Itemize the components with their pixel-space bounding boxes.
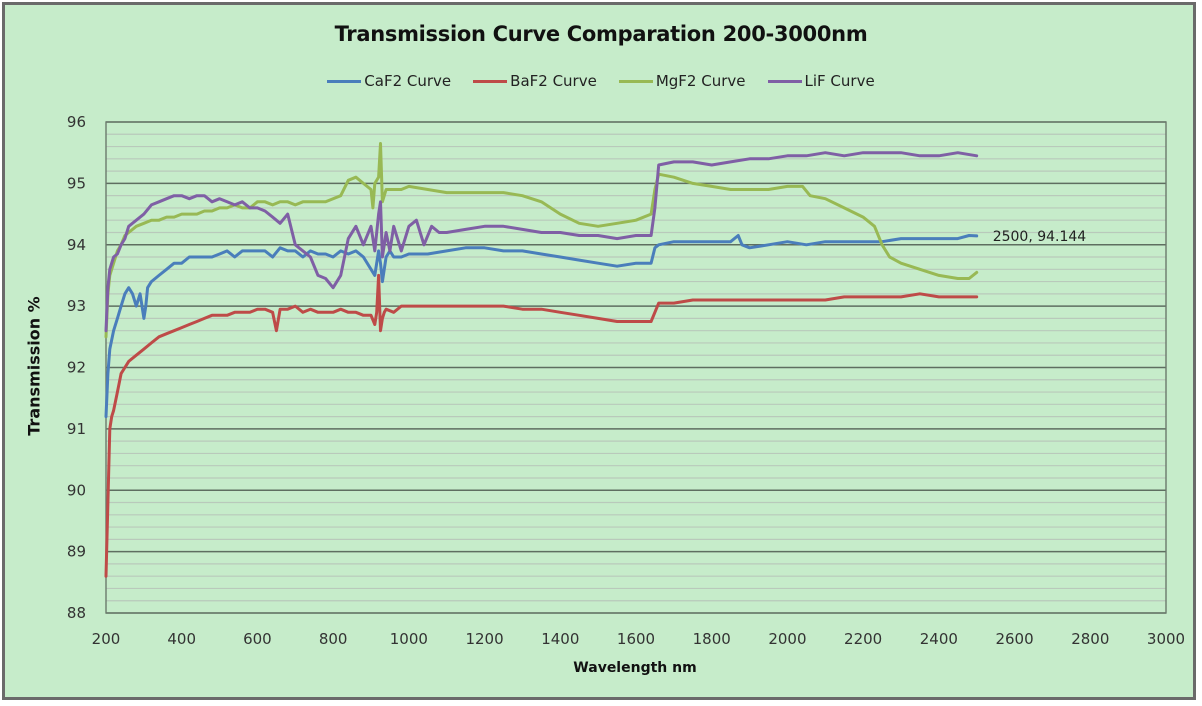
y-tick-label: 88 — [67, 604, 86, 622]
x-tick-label: 3000 — [1147, 630, 1185, 648]
plot-border — [105, 121, 1167, 614]
y-tick-label: 90 — [67, 481, 86, 499]
legend-swatch — [473, 79, 508, 83]
y-tick-label: 89 — [67, 543, 86, 561]
y-tick-label: 94 — [67, 236, 86, 254]
legend-item: MgF2 Curve — [618, 72, 746, 90]
x-tick-label: 200 — [92, 630, 121, 648]
x-axis-label: Wavelength nm — [573, 660, 697, 676]
y-tick-label: 96 — [67, 113, 86, 131]
x-tick-label: 800 — [319, 630, 348, 648]
legend-swatch — [618, 79, 653, 83]
legend-label: LiF Curve — [804, 72, 875, 90]
x-tick-label: 1800 — [693, 630, 731, 648]
x-tick-label: 1600 — [617, 630, 655, 648]
x-tick-label: 2400 — [920, 630, 958, 648]
x-tick-label: 2800 — [1071, 630, 1109, 648]
series-line-caf2 — [104, 234, 979, 419]
y-tick-label: 92 — [67, 359, 86, 377]
legend-swatch — [767, 79, 802, 83]
legend-label: BaF2 Curve — [510, 72, 597, 90]
y-tick-label: 91 — [67, 420, 86, 438]
y-tick-label: 93 — [67, 297, 86, 315]
x-tick-label: 2000 — [768, 630, 806, 648]
legend-swatch — [327, 79, 362, 83]
chart-title: Transmission Curve Comparation 200-3000n… — [334, 22, 868, 46]
legend-label: MgF2 Curve — [655, 72, 746, 90]
legend-item: CaF2 Curve — [327, 72, 451, 90]
series-line-lif — [104, 151, 979, 333]
y-tick-label: 95 — [67, 174, 86, 192]
series-line-baf2 — [104, 273, 979, 578]
legend-item: BaF2 Curve — [473, 72, 597, 90]
x-tick-label: 1200 — [465, 630, 503, 648]
x-tick-label: 600 — [243, 630, 272, 648]
legend-item: LiF Curve — [767, 72, 875, 90]
x-tick-label: 2600 — [995, 630, 1033, 648]
legend-label: CaF2 Curve — [364, 72, 452, 90]
series-line-mgf2 — [104, 142, 979, 339]
x-tick-label: 2200 — [844, 630, 882, 648]
legend: CaF2 Curve BaF2 Curve MgF2 Curve LiF Curve — [0, 72, 1202, 90]
data-label-annotation: 2500, 94.144 — [993, 229, 1087, 245]
x-tick-label: 1000 — [390, 630, 428, 648]
x-tick-label: 400 — [167, 630, 196, 648]
x-tick-label: 1400 — [541, 630, 579, 648]
